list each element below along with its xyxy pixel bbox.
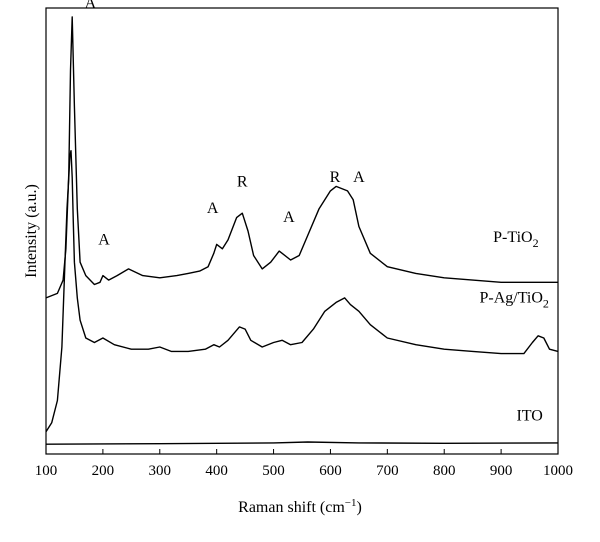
x-tick-label: 200 [92, 463, 115, 479]
x-tick-label: 100 [35, 463, 58, 479]
peak-label: A [98, 231, 110, 248]
x-tick-label: 900 [490, 463, 513, 479]
x-axis-title: Raman shift (cm−1) [238, 497, 362, 516]
peak-label: R [237, 173, 248, 190]
peak-label: A [207, 200, 219, 217]
plot-frame [45, 7, 559, 455]
x-tick-label: 700 [376, 463, 399, 479]
series-label-ito: ITO [516, 408, 542, 425]
series-labels: P-TiO2 P-Ag/TiO2 ITO [479, 229, 548, 424]
x-tick-label: 300 [149, 463, 172, 479]
y-axis-title: Intensity (a.u.) [23, 184, 40, 278]
series-lines [45, 16, 559, 445]
peak-label: R [330, 169, 341, 186]
x-tick-label: 400 [205, 463, 228, 479]
series-line-p-ag-tio2 [45, 150, 559, 433]
series-line-p-tio2 [45, 16, 558, 299]
series-label-p-tio2: P-TiO2 [493, 229, 538, 250]
peak-label: A [283, 209, 295, 226]
x-tick-label: 1000 [543, 463, 573, 479]
x-tick-label: 600 [319, 463, 342, 479]
x-axis-ticks [45, 449, 559, 454]
series-line-ito [45, 441, 559, 445]
x-tick-label: 800 [433, 463, 456, 479]
peak-label: A [353, 169, 365, 186]
series-label-p-ag-tio2: P-Ag/TiO2 [479, 289, 548, 310]
peak-label: A [85, 0, 97, 12]
x-tick-label: 500 [262, 463, 285, 479]
x-axis-tick-labels: 100 200 300 400 500 600 700 800 900 1000 [35, 463, 573, 479]
